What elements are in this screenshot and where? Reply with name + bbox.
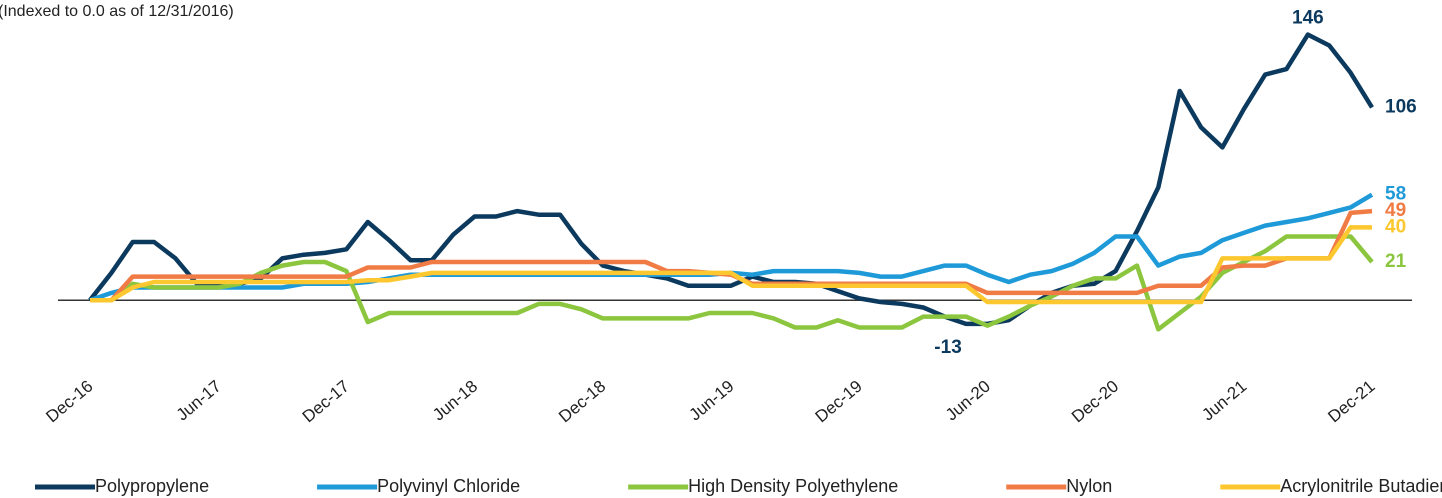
data-label: 58 (1385, 184, 1406, 205)
data-label: 49 (1385, 200, 1406, 221)
x-tick-label: Jun-20 (942, 377, 994, 425)
legend-label: Polypropylene (95, 476, 209, 496)
x-tick-label: Dec-20 (1068, 377, 1122, 427)
chart-subtitle: (Indexed to 0.0 as of 12/31/2016) (0, 3, 234, 20)
series-line (90, 234, 1374, 332)
legend-label: Polyvinyl Chloride (377, 476, 520, 496)
x-tick-label: Dec-19 (812, 377, 866, 427)
data-label: 40 (1385, 216, 1406, 237)
x-tick-label: Jun-17 (173, 377, 225, 425)
series-line (88, 32, 1374, 327)
data-label: 146 (1292, 8, 1324, 29)
legend-label: Nylon (1066, 476, 1112, 496)
data-label: 21 (1385, 251, 1407, 272)
x-tick-label: Jun-19 (686, 377, 738, 425)
legend-label: Acrylonitrile Butadiene Styrene (1280, 476, 1442, 496)
x-tick-label: Jun-21 (1198, 377, 1250, 425)
x-tick-label: Dec-21 (1324, 377, 1378, 427)
legend-label: High Density Polyethylene (688, 476, 898, 496)
data-label: -13 (934, 337, 961, 358)
series-line (90, 225, 1372, 305)
x-tick-label: Dec-17 (299, 377, 353, 427)
data-label: 106 (1385, 96, 1417, 117)
x-tick-label: Dec-16 (42, 377, 96, 427)
x-tick-label: Jun-18 (429, 377, 481, 425)
x-tick-label: Dec-18 (555, 377, 609, 427)
